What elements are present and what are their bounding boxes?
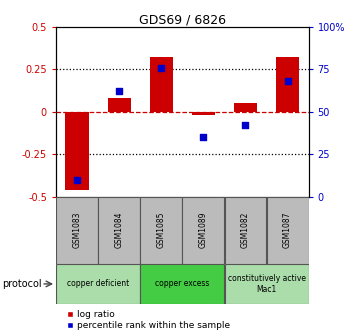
Bar: [267, 197, 309, 264]
Text: copper deficient: copper deficient: [67, 280, 129, 288]
Text: GSM1084: GSM1084: [115, 212, 123, 248]
Point: [116, 89, 122, 94]
Bar: [65, 112, 88, 190]
Bar: [108, 98, 131, 112]
Text: GSM1082: GSM1082: [241, 212, 250, 248]
Text: GSM1087: GSM1087: [283, 212, 292, 248]
Text: constitutively active
Mac1: constitutively active Mac1: [227, 274, 305, 294]
Bar: [98, 197, 140, 264]
Bar: [192, 112, 215, 115]
Bar: [276, 57, 299, 112]
Text: GSM1083: GSM1083: [73, 212, 82, 248]
Bar: [140, 197, 182, 264]
Text: GSM1089: GSM1089: [199, 212, 208, 248]
Point: [200, 134, 206, 140]
Point: [74, 177, 80, 182]
Point: [243, 123, 248, 128]
Title: GDS69 / 6826: GDS69 / 6826: [139, 14, 226, 27]
Legend: log ratio, percentile rank within the sample: log ratio, percentile rank within the sa…: [67, 310, 231, 330]
Bar: [234, 103, 257, 112]
Text: copper excess: copper excess: [155, 280, 209, 288]
Point: [158, 65, 164, 70]
Text: protocol: protocol: [2, 279, 42, 289]
Text: GSM1085: GSM1085: [157, 212, 166, 248]
Bar: [225, 197, 266, 264]
Bar: [150, 57, 173, 112]
Bar: [140, 264, 224, 304]
Bar: [182, 197, 224, 264]
Point: [285, 79, 291, 84]
Bar: [56, 197, 98, 264]
Bar: [225, 264, 309, 304]
Bar: [56, 264, 140, 304]
